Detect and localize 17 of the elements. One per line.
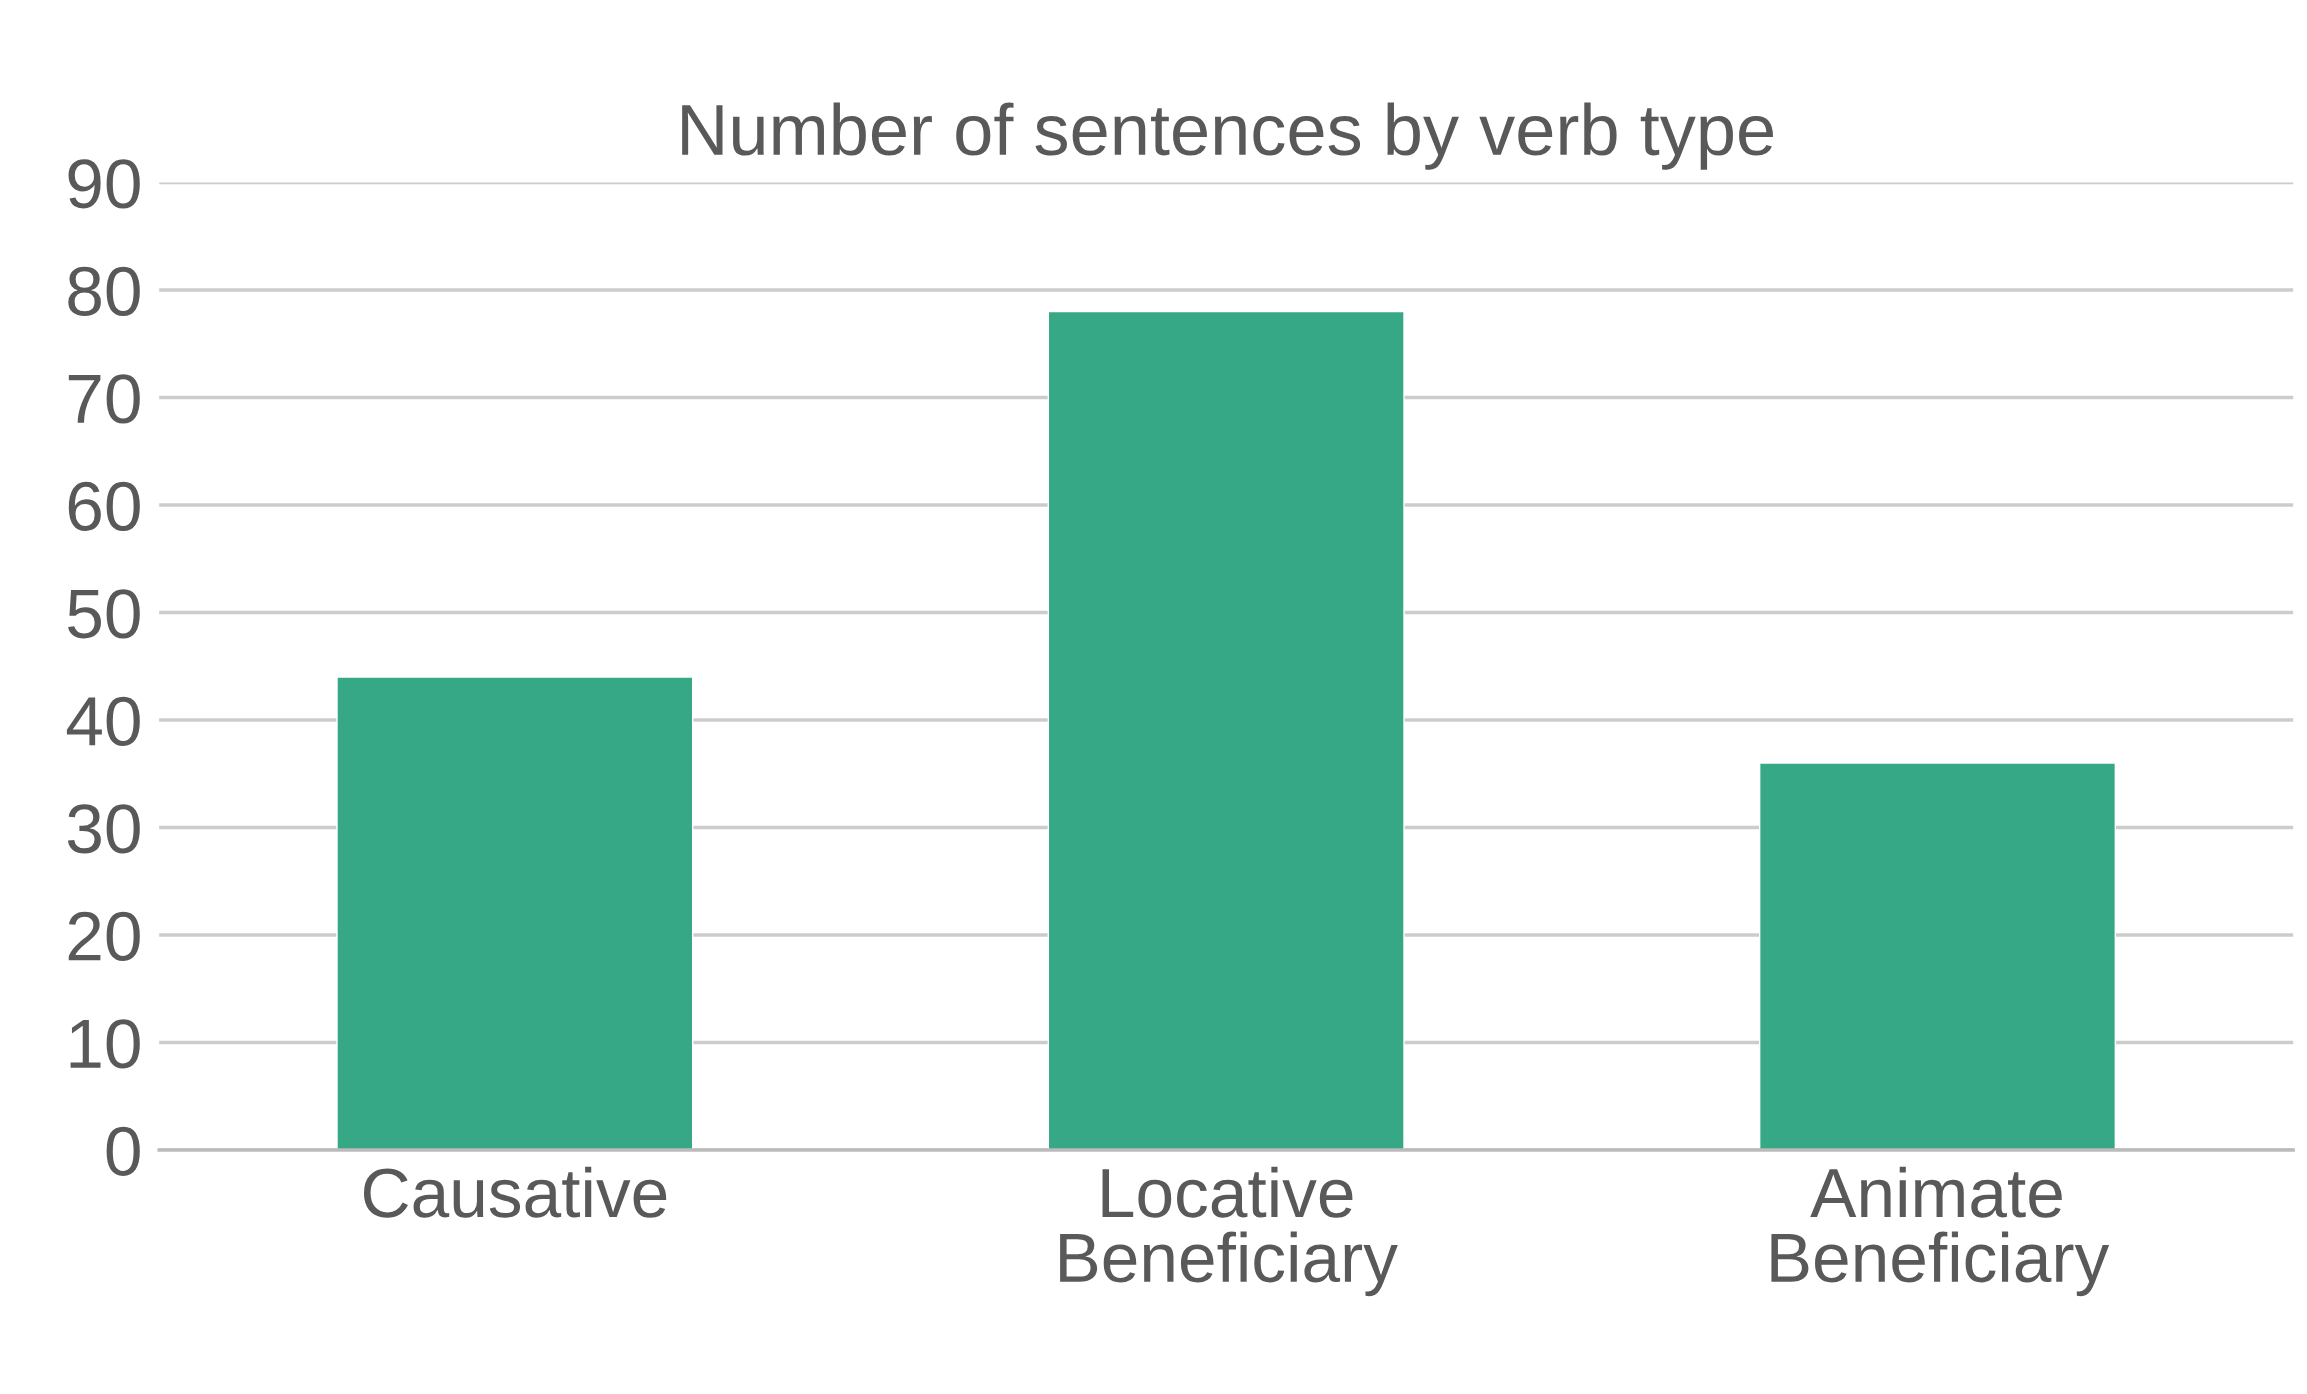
y-tick-label: 60 bbox=[68, 481, 140, 531]
x-tick-label: Locative Beneficiary bbox=[1060, 1166, 1398, 1297]
bar bbox=[1047, 310, 1405, 1151]
x-tick-label: Animate Beneficiary bbox=[1771, 1166, 2110, 1297]
y-tick-label: 80 bbox=[68, 266, 140, 316]
y-tick-label: 90 bbox=[68, 159, 140, 209]
y-tick-label: 30 bbox=[67, 804, 140, 854]
y-tick-label: 10 bbox=[70, 1019, 140, 1069]
y-tick-label: 40 bbox=[66, 696, 140, 746]
x-tick-label: Causative bbox=[363, 1166, 667, 1218]
y-tick-label: 20 bbox=[68, 911, 140, 961]
bar bbox=[1758, 762, 2117, 1151]
y-tick-label: 70 bbox=[68, 374, 140, 424]
y-tick-label: 0 bbox=[106, 1126, 140, 1176]
chart-title: Number of sentences by verb type bbox=[682, 102, 1773, 170]
y-tick-label: 50 bbox=[68, 589, 140, 639]
bar bbox=[336, 676, 694, 1151]
